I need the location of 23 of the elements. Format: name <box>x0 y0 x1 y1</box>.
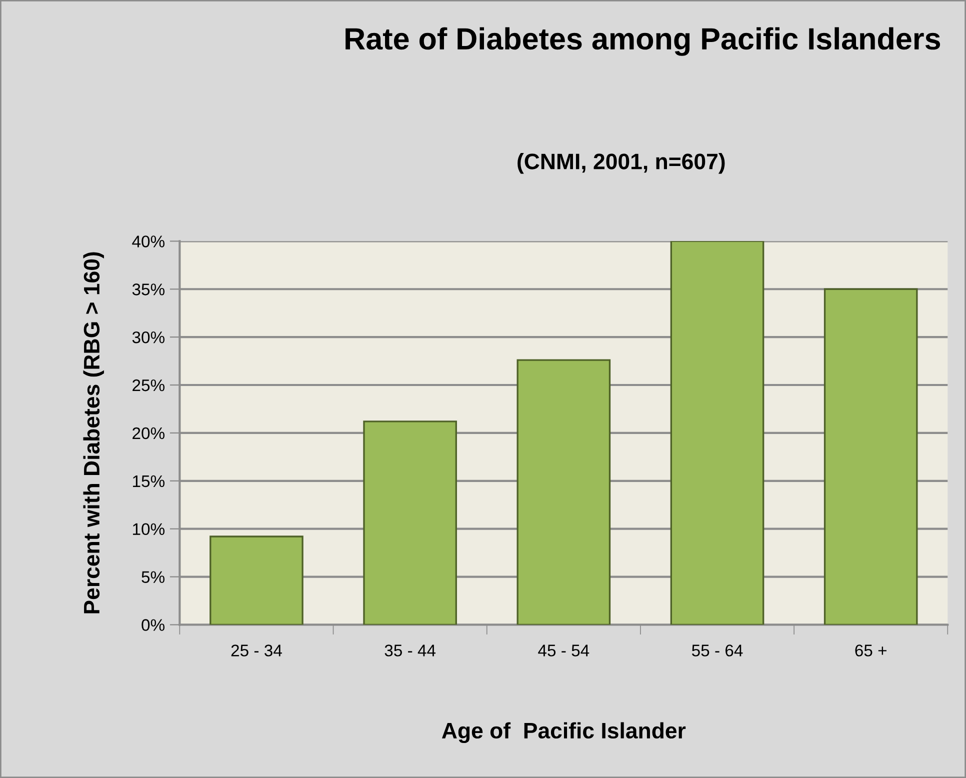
bar <box>670 241 764 625</box>
y-tick-label: 15% <box>133 475 164 488</box>
bar <box>363 420 457 625</box>
y-tick-label: 20% <box>132 427 164 440</box>
x-tick-label: 65 + <box>855 644 886 656</box>
bar <box>210 536 304 625</box>
x-tick-label: 45 - 54 <box>538 644 590 656</box>
y-tick-label: 25% <box>132 379 164 392</box>
y-tick-label: 40% <box>132 236 164 248</box>
x-tick-label: 55 - 64 <box>692 644 743 656</box>
x-tick-label: 35 - 44 <box>384 644 436 656</box>
y-tick-label: 10% <box>133 523 164 536</box>
y-tick-label: 0% <box>142 619 164 631</box>
bar <box>824 288 918 625</box>
x-axis-title: Age of Pacific Islander <box>442 722 686 744</box>
chart-subtitle: (CNMI, 2001, n=607) <box>518 153 725 174</box>
y-tick-label: 35% <box>132 284 164 296</box>
x-tick-label: 25 - 34 <box>231 644 282 656</box>
y-tick-label: 30% <box>132 331 164 344</box>
bar <box>516 359 611 625</box>
y-tick-label: 5% <box>142 571 164 583</box>
chart-title: Rate of Diabetes among Pacific Islanders <box>346 27 940 56</box>
y-axis-title: Percent with Diabetes (RBG > 160) <box>83 252 104 614</box>
